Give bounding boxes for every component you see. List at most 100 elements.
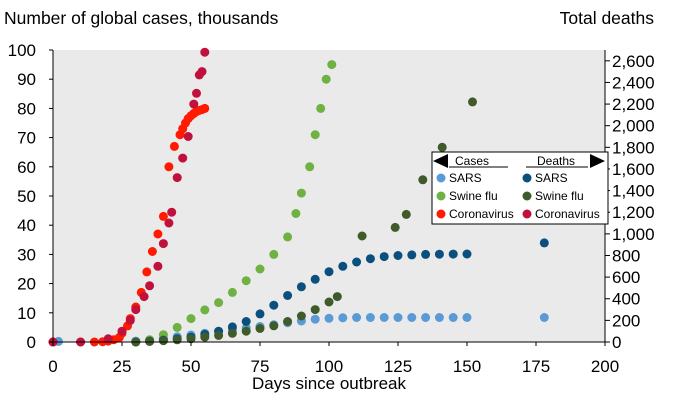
y-right-tick-label: 2,000 xyxy=(612,117,655,136)
point-swine-flu-deaths xyxy=(159,336,168,345)
point-sars-deaths xyxy=(256,309,265,318)
point-coronavirus-deaths xyxy=(126,316,135,325)
point-coronavirus-deaths xyxy=(153,262,162,271)
legend-label-swine-deaths: Swine flu xyxy=(535,189,584,203)
x-tick-label: 0 xyxy=(48,357,57,376)
point-coronavirus-deaths xyxy=(145,281,154,290)
point-sars-deaths xyxy=(421,250,430,259)
point-swine-flu-deaths xyxy=(402,210,411,219)
point-swine-flu-cases xyxy=(297,189,306,198)
point-coronavirus-deaths xyxy=(164,219,173,228)
point-swine-flu-cases xyxy=(322,75,331,84)
point-swine-flu-deaths xyxy=(358,232,367,241)
point-swine-flu-deaths xyxy=(311,305,320,314)
y-left-tick-label: 70 xyxy=(17,129,36,148)
point-swine-flu-deaths xyxy=(438,143,447,152)
point-sars-cases xyxy=(325,314,334,323)
point-swine-flu-cases xyxy=(173,323,182,332)
point-sars-deaths xyxy=(463,250,472,259)
point-sars-cases xyxy=(311,315,320,324)
point-sars-deaths xyxy=(325,267,334,276)
point-swine-flu-cases xyxy=(283,232,292,241)
point-coronavirus-deaths xyxy=(131,305,140,314)
point-coronavirus-cases xyxy=(142,267,151,276)
x-tick-label: 50 xyxy=(182,357,201,376)
x-tick-label: 25 xyxy=(113,357,132,376)
y-left-tick-label: 50 xyxy=(17,187,36,206)
point-swine-flu-deaths xyxy=(468,97,477,106)
point-sars-cases xyxy=(421,313,430,322)
point-swine-flu-cases xyxy=(228,288,237,297)
point-sars-cases xyxy=(380,313,389,322)
point-sars-cases xyxy=(449,313,458,322)
y-left-tick-label: 40 xyxy=(17,216,36,235)
point-coronavirus-deaths xyxy=(192,89,201,98)
point-swine-flu-deaths xyxy=(269,321,278,330)
y-right-tick-label: 1,400 xyxy=(612,182,655,201)
point-swine-flu-deaths xyxy=(418,175,427,184)
point-swine-flu-cases xyxy=(242,276,251,285)
legend-marker-corona-deaths xyxy=(523,210,532,219)
point-swine-flu-cases xyxy=(305,162,314,171)
legend-label-sars-deaths: SARS xyxy=(535,171,568,185)
point-sars-cases xyxy=(366,313,375,322)
x-tick-label: 175 xyxy=(522,357,550,376)
point-coronavirus-deaths xyxy=(178,154,187,163)
point-coronavirus-deaths xyxy=(140,292,149,301)
y-left-tick-label: 60 xyxy=(17,158,36,177)
point-swine-flu-deaths xyxy=(333,292,342,301)
point-coronavirus-deaths xyxy=(184,132,193,141)
point-sars-deaths xyxy=(297,282,306,291)
point-swine-flu-cases xyxy=(214,298,223,307)
point-sars-cases xyxy=(407,313,416,322)
right-axis-title: Total deaths xyxy=(560,8,655,28)
legend-deaths-header: Deaths xyxy=(537,154,575,168)
point-sars-deaths xyxy=(366,254,375,263)
y-right-tick-label: 400 xyxy=(612,290,640,309)
point-sars-cases xyxy=(338,313,347,322)
x-tick-label: 150 xyxy=(453,357,481,376)
point-sars-deaths xyxy=(283,291,292,300)
point-swine-flu-deaths xyxy=(214,331,223,340)
legend-marker-sars-deaths xyxy=(523,174,532,183)
y-right-tick-label: 2,400 xyxy=(612,73,655,92)
y-right-tick-label: 1,000 xyxy=(612,225,655,244)
y-right-tick-label: 2,200 xyxy=(612,95,655,114)
legend-label-sars-cases: SARS xyxy=(449,171,482,185)
point-swine-flu-deaths xyxy=(325,298,334,307)
point-swine-flu-deaths xyxy=(283,317,292,326)
point-swine-flu-deaths xyxy=(173,335,182,344)
y-left-tick-label: 90 xyxy=(17,70,36,89)
legend: Cases Deaths SARS Swine flu Coronavirus … xyxy=(432,152,608,224)
point-coronavirus-deaths xyxy=(118,327,127,336)
point-sars-deaths xyxy=(407,250,416,259)
legend-label-swine-cases: Swine flu xyxy=(449,189,498,203)
point-sars-deaths xyxy=(540,238,549,247)
legend-label-corona-cases: Coronavirus xyxy=(449,207,514,221)
point-sars-cases xyxy=(540,313,549,322)
legend-marker-swine-deaths xyxy=(523,192,532,201)
point-swine-flu-cases xyxy=(187,314,196,323)
point-coronavirus-deaths xyxy=(200,48,209,57)
legend-marker-swine-cases xyxy=(437,192,446,201)
point-sars-deaths xyxy=(394,251,403,260)
legend-marker-sars-cases xyxy=(437,174,446,183)
legend-marker-corona-cases xyxy=(437,210,446,219)
point-swine-flu-cases xyxy=(200,305,209,314)
point-sars-cases xyxy=(352,313,361,322)
point-sars-deaths xyxy=(242,317,251,326)
y-left-tick-label: 30 xyxy=(17,245,36,264)
point-sars-deaths xyxy=(435,250,444,259)
point-swine-flu-deaths xyxy=(200,333,209,342)
y-left-tick-label: 20 xyxy=(17,275,36,294)
point-swine-flu-cases xyxy=(269,250,278,259)
legend-cases-header: Cases xyxy=(455,154,489,168)
point-swine-flu-deaths xyxy=(242,327,251,336)
y-right-tick-label: 2,600 xyxy=(612,52,655,71)
point-swine-flu-cases xyxy=(311,130,320,139)
point-coronavirus-cases xyxy=(164,162,173,171)
y-left-tick-label: 0 xyxy=(27,333,36,352)
point-sars-deaths xyxy=(380,252,389,261)
point-swine-flu-cases xyxy=(327,60,336,69)
